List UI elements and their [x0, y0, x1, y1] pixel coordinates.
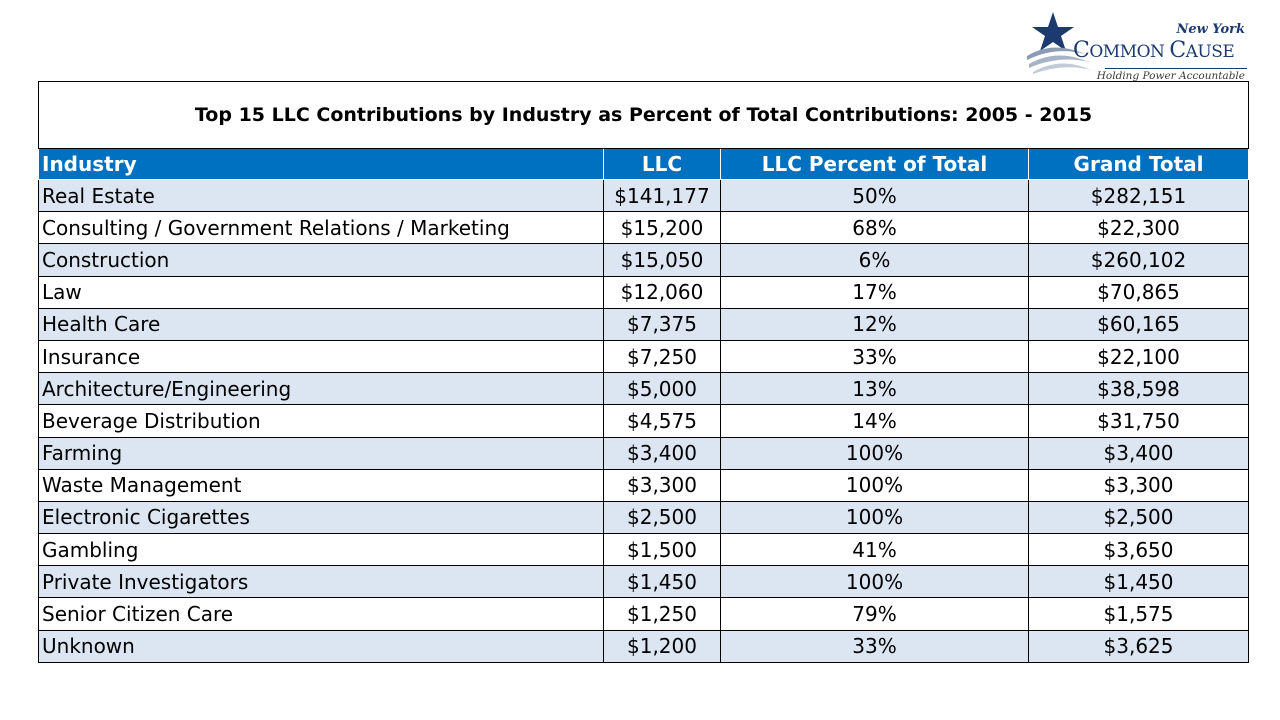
cell-industry: Farming [38, 436, 604, 470]
cell-llc-percent: 6% [720, 243, 1029, 277]
cell-llc: $7,375 [603, 307, 721, 341]
table-row: Electronic Cigarettes $2,500 100% $2,500 [38, 500, 1250, 535]
logo-tagline: Holding Power Accountable [1096, 70, 1245, 82]
cell-industry: Waste Management [38, 468, 604, 502]
common-cause-logo: New York COMMON CAUSE Holding Power Acco… [1015, 8, 1255, 86]
table-row: Health Care $7,375 12% $60,165 [38, 307, 1250, 341]
logo-rule [1105, 68, 1247, 69]
table-title: Top 15 LLC Contributions by Industry as … [37, 81, 1250, 149]
cell-llc-percent: 12% [720, 307, 1029, 341]
cell-llc-percent: 33% [720, 629, 1029, 663]
cell-industry: Law [38, 275, 604, 309]
cell-grand-total: $22,100 [1027, 339, 1250, 374]
table-row: Unknown $1,200 33% $3,625 [38, 629, 1250, 663]
contributions-table-wrap: Top 15 LLC Contributions by Industry as … [37, 81, 1250, 663]
cell-industry: Consulting / Government Relations / Mark… [38, 211, 604, 245]
star-swoosh-icon [1027, 12, 1091, 74]
cell-grand-total: $22,300 [1027, 211, 1250, 245]
table-row: Senior Citizen Care $1,250 79% $1,575 [38, 597, 1250, 631]
cell-llc-percent: 13% [720, 372, 1029, 406]
cell-llc: $1,500 [603, 533, 721, 567]
cell-grand-total: $1,450 [1027, 565, 1250, 599]
cell-industry: Electronic Cigarettes [38, 500, 604, 535]
cell-llc: $5,000 [603, 372, 721, 406]
cell-llc: $15,200 [603, 211, 721, 245]
table-body: Real Estate $141,177 50% $282,151 Consulting… [38, 178, 1250, 663]
cell-grand-total: $3,300 [1027, 468, 1250, 502]
cell-industry: Private Investigators [38, 565, 604, 599]
table-row: Insurance $7,250 33% $22,100 [38, 339, 1250, 374]
cell-llc: $1,250 [603, 597, 721, 631]
column-header-grand-total: Grand Total [1027, 148, 1250, 180]
table-row: Farming $3,400 100% $3,400 [38, 436, 1250, 470]
cell-llc: $1,450 [603, 565, 721, 599]
column-header-industry: Industry [38, 148, 604, 180]
cell-llc: $3,400 [603, 436, 721, 470]
cell-llc: $7,250 [603, 339, 721, 374]
table-row: Waste Management $3,300 100% $3,300 [38, 468, 1250, 502]
cell-llc-percent: 100% [720, 436, 1029, 470]
cell-llc-percent: 100% [720, 565, 1029, 599]
cell-llc: $1,200 [603, 629, 721, 663]
cell-industry: Gambling [38, 533, 604, 567]
column-header-llc: LLC [603, 148, 721, 180]
cell-llc: $141,177 [603, 178, 721, 213]
table-row: Beverage Distribution $4,575 14% $31,750 [38, 404, 1250, 438]
column-header-llc-percent: LLC Percent of Total [720, 148, 1029, 180]
logo-org-name: COMMON CAUSE [1073, 38, 1235, 63]
contributions-table: Top 15 LLC Contributions by Industry as … [37, 81, 1250, 663]
cell-llc: $15,050 [603, 243, 721, 277]
cell-llc-percent: 17% [720, 275, 1029, 309]
cell-llc-percent: 50% [720, 178, 1029, 213]
cell-industry: Construction [38, 243, 604, 277]
table-row: Architecture/Engineering $5,000 13% $38,598 [38, 372, 1250, 406]
cell-llc-percent: 14% [720, 404, 1029, 438]
cell-llc: $12,060 [603, 275, 721, 309]
cell-grand-total: $2,500 [1027, 500, 1250, 535]
cell-industry: Insurance [38, 339, 604, 374]
cell-industry: Health Care [38, 307, 604, 341]
cell-llc: $4,575 [603, 404, 721, 438]
table-row: Construction $15,050 6% $260,102 [38, 243, 1250, 277]
table-row: Gambling $1,500 41% $3,650 [38, 533, 1250, 567]
cell-industry: Unknown [38, 629, 604, 663]
cell-grand-total: $70,865 [1027, 275, 1250, 309]
cell-grand-total: $260,102 [1027, 243, 1250, 277]
cell-industry: Architecture/Engineering [38, 372, 604, 406]
cell-llc-percent: 68% [720, 211, 1029, 245]
cell-industry: Real Estate [38, 178, 604, 213]
table-header-row: Industry LLC LLC Percent of Total Grand … [38, 148, 1250, 180]
cell-llc-percent: 41% [720, 533, 1029, 567]
table-row: Consulting / Government Relations / Mark… [38, 211, 1250, 245]
cell-grand-total: $31,750 [1027, 404, 1250, 438]
cell-llc: $3,300 [603, 468, 721, 502]
cell-llc-percent: 100% [720, 468, 1029, 502]
cell-grand-total: $60,165 [1027, 307, 1250, 341]
cell-llc-percent: 33% [720, 339, 1029, 374]
cell-grand-total: $3,625 [1027, 629, 1250, 663]
cell-grand-total: $38,598 [1027, 372, 1250, 406]
logo-new-york: New York [1176, 22, 1245, 37]
cell-llc-percent: 79% [720, 597, 1029, 631]
cell-grand-total: $1,575 [1027, 597, 1250, 631]
table-row: Private Investigators $1,450 100% $1,450 [38, 565, 1250, 599]
cell-llc: $2,500 [603, 500, 721, 535]
table-row: Real Estate $141,177 50% $282,151 [38, 178, 1250, 213]
cell-llc-percent: 100% [720, 500, 1029, 535]
cell-industry: Senior Citizen Care [38, 597, 604, 631]
cell-grand-total: $3,650 [1027, 533, 1250, 567]
cell-industry: Beverage Distribution [38, 404, 604, 438]
cell-grand-total: $282,151 [1027, 178, 1250, 213]
table-row: Law $12,060 17% $70,865 [38, 275, 1250, 309]
cell-grand-total: $3,400 [1027, 436, 1250, 470]
